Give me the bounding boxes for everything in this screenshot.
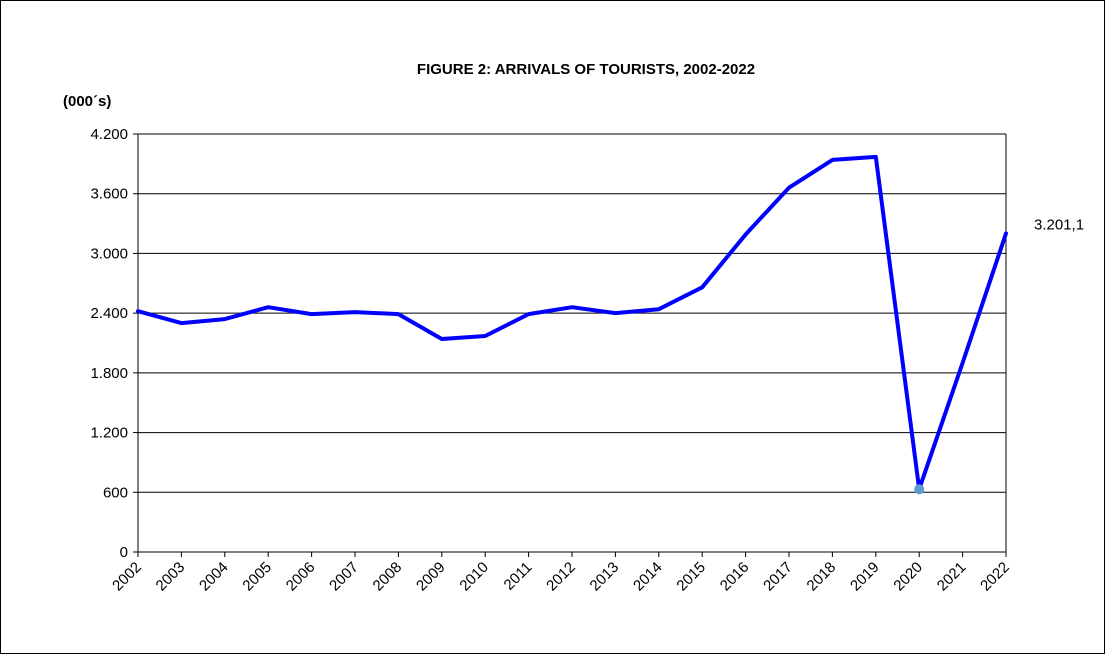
x-tick-label-2003: 2003 bbox=[153, 559, 189, 595]
highlight-marker-2020 bbox=[914, 484, 925, 495]
series-line-0 bbox=[136, 154, 1008, 492]
x-tick-label-2009: 2009 bbox=[413, 559, 449, 595]
y-tick-label-2: 1.200 bbox=[90, 425, 128, 442]
y-tick-label-1: 600 bbox=[103, 484, 128, 501]
x-tick-label-2012: 2012 bbox=[543, 559, 579, 595]
axes bbox=[133, 133, 1007, 557]
x-tick-label-2008: 2008 bbox=[370, 559, 406, 595]
x-tick-label-2005: 2005 bbox=[239, 559, 275, 595]
x-tick-label-2016: 2016 bbox=[717, 559, 753, 595]
x-tick-label-2021: 2021 bbox=[934, 559, 970, 595]
gridlines bbox=[138, 133, 1006, 553]
x-tick-label-2013: 2013 bbox=[587, 559, 623, 595]
y-tick-label-5: 3.000 bbox=[90, 245, 128, 262]
y-axis-unit-label: (000´s) bbox=[63, 93, 111, 110]
series-layer bbox=[136, 154, 1008, 495]
chart-title: FIGURE 2: ARRIVALS OF TOURISTS, 2002-202… bbox=[417, 61, 755, 78]
x-tick-label-2011: 2011 bbox=[501, 559, 536, 594]
x-tick-label-2017: 2017 bbox=[760, 559, 796, 595]
x-tick-label-2006: 2006 bbox=[283, 559, 319, 595]
x-tick-label-2004: 2004 bbox=[196, 559, 232, 595]
x-tick-label-2022: 2022 bbox=[977, 559, 1013, 595]
x-tick-label-2015: 2015 bbox=[673, 559, 709, 595]
x-tick-label-2019: 2019 bbox=[847, 559, 883, 595]
x-tick-label-2018: 2018 bbox=[804, 559, 840, 595]
y-tick-label-0: 0 bbox=[120, 544, 128, 561]
y-tick-label-7: 4.200 bbox=[90, 126, 128, 143]
y-tick-label-3: 1.800 bbox=[90, 365, 128, 382]
x-tick-label-2002: 2002 bbox=[109, 559, 145, 595]
y-tick-label-6: 3.600 bbox=[90, 186, 128, 203]
x-tick-label-2007: 2007 bbox=[326, 559, 362, 595]
x-tick-label-2014: 2014 bbox=[630, 559, 666, 595]
y-tick-label-4: 2.400 bbox=[90, 305, 128, 322]
data-label-2022: 3.201,1 bbox=[1034, 216, 1084, 233]
x-tick-label-2010: 2010 bbox=[456, 559, 492, 595]
x-tick-label-2020: 2020 bbox=[890, 559, 926, 595]
